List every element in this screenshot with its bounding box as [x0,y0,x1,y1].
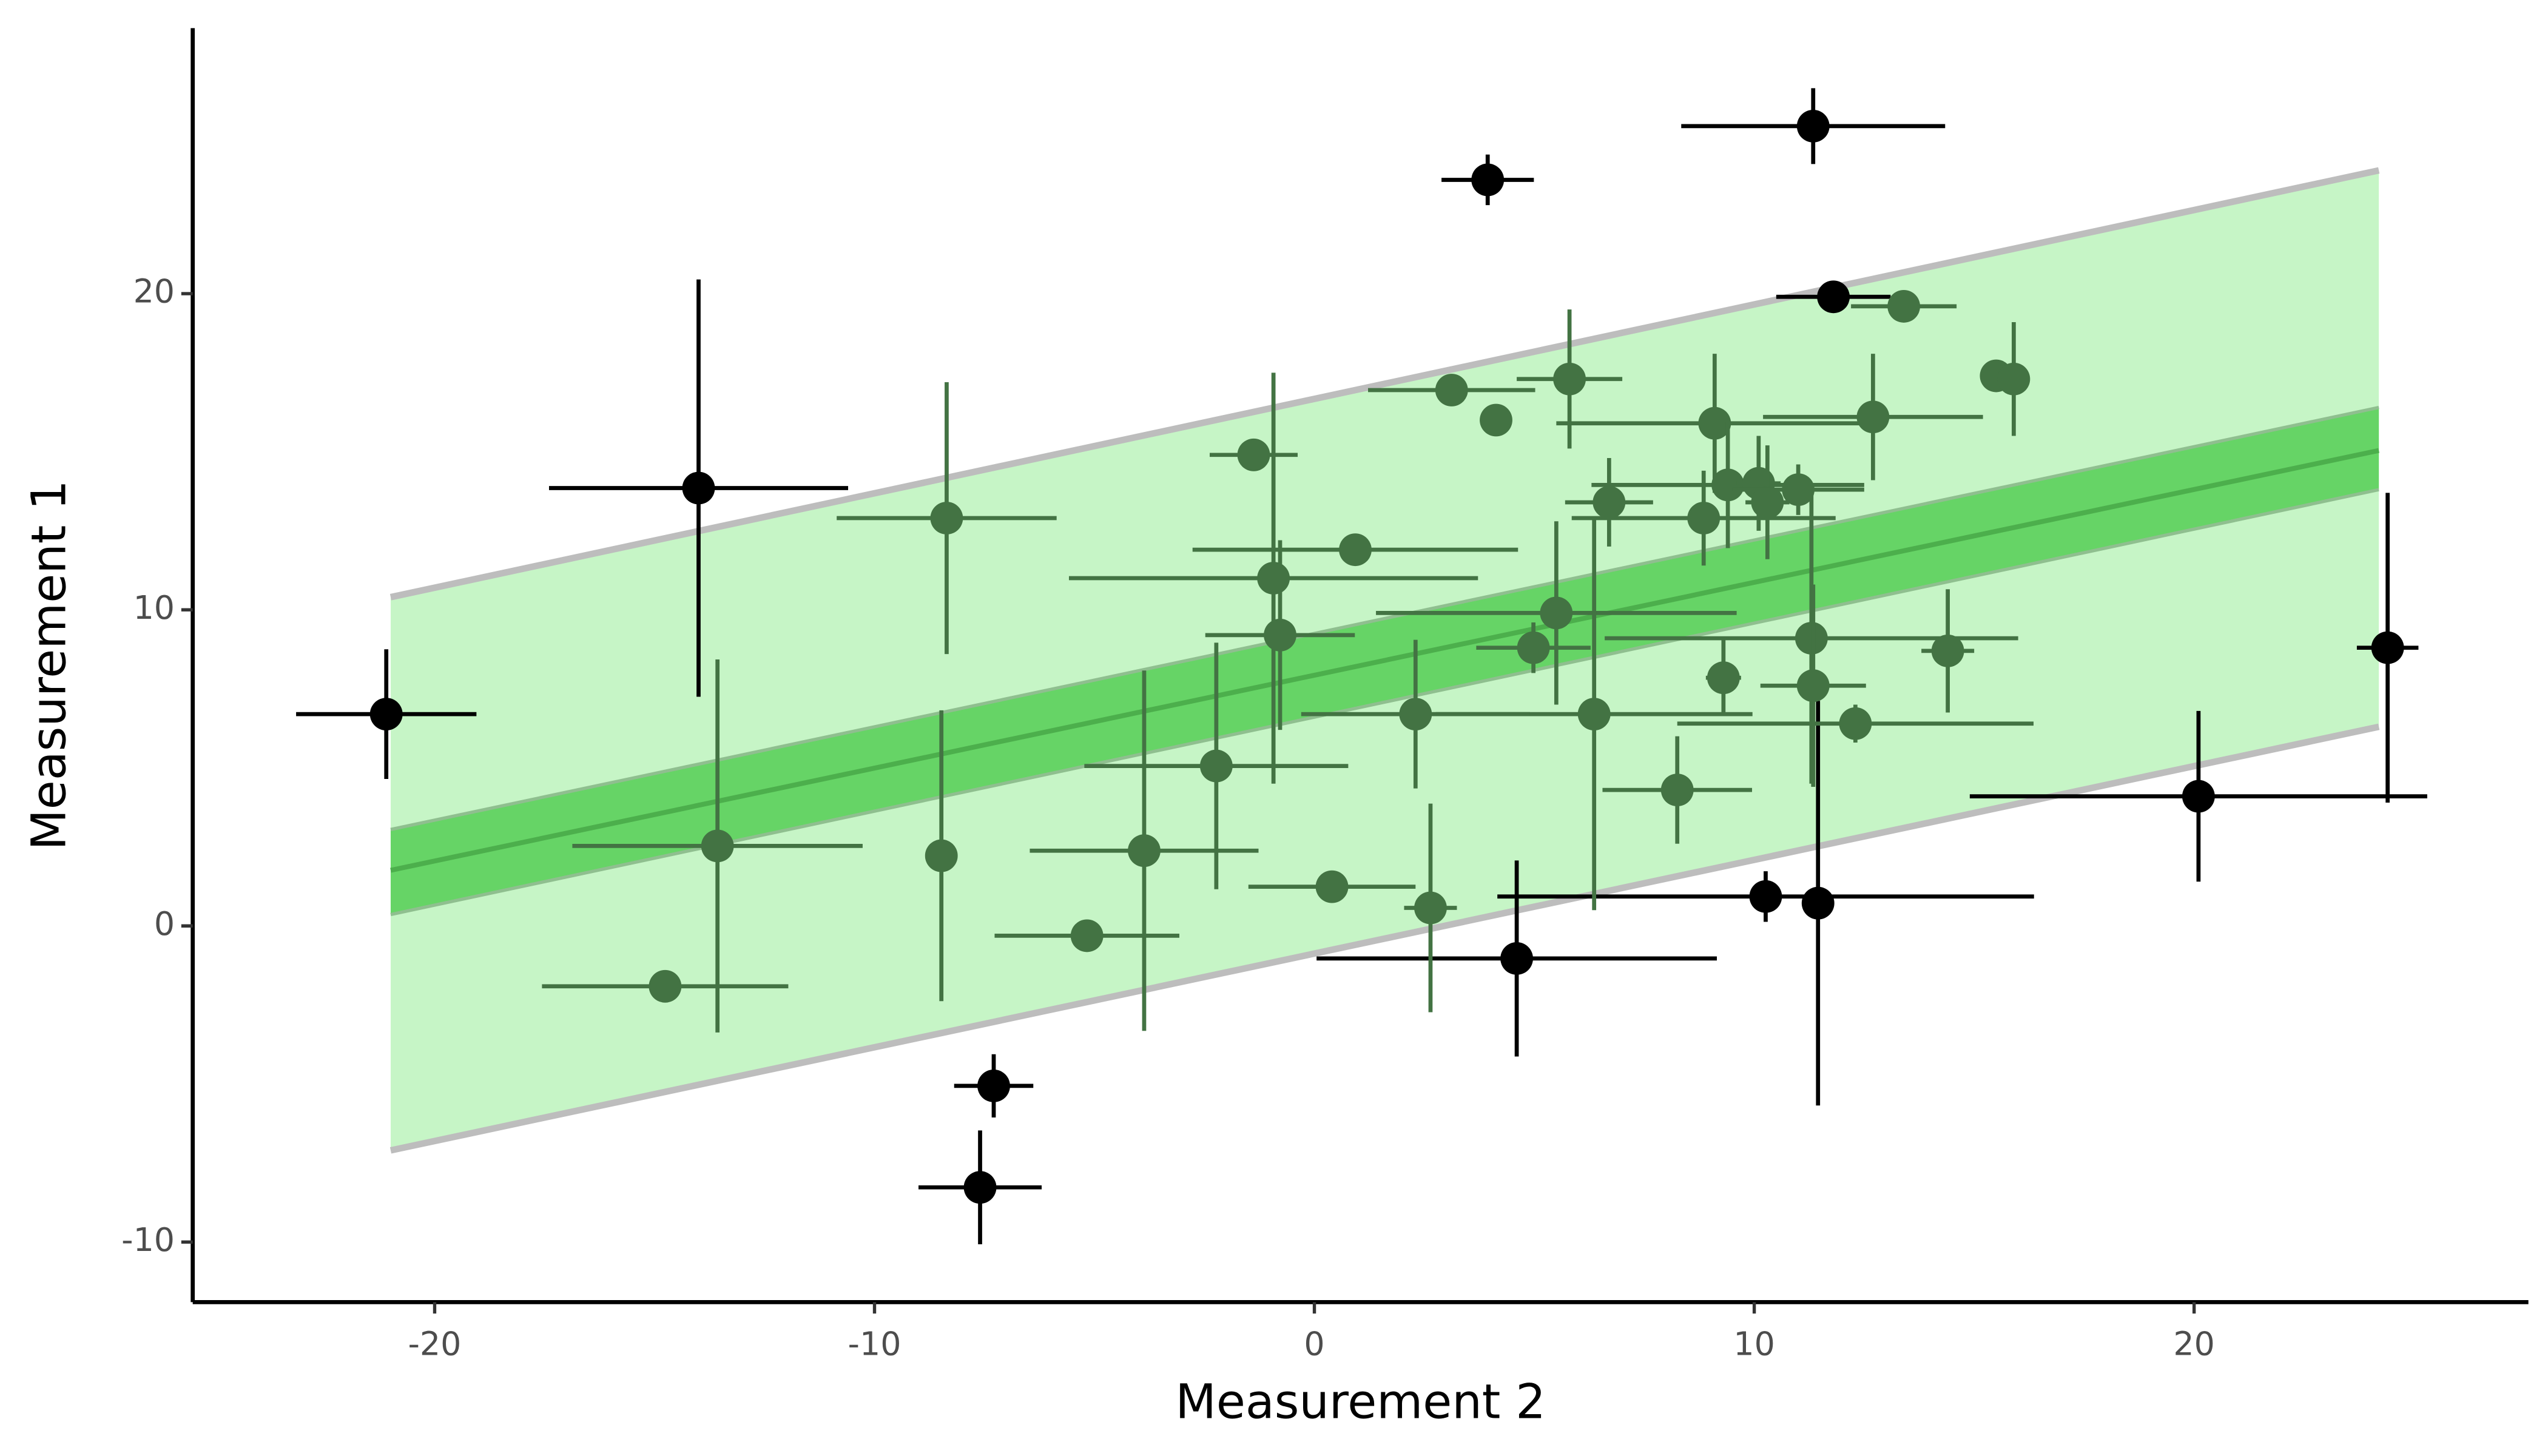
point [1856,400,1890,434]
x-axis-title: Measurement 2 [1175,1375,1545,1429]
point [1257,562,1290,595]
point [1199,749,1233,783]
point [1997,362,2031,396]
point [1749,880,1782,913]
point [1517,631,1550,664]
point [1782,473,1815,507]
point [649,969,682,1003]
point [1480,403,1512,437]
point [1435,374,1468,406]
point [1128,834,1161,868]
point [1339,533,1372,567]
point [1801,886,1835,920]
y-axis-title: Measurement 1 [22,480,77,850]
point [369,698,403,731]
point [1553,362,1586,396]
point [1796,669,1830,703]
point [701,829,734,863]
point [1817,280,1850,314]
point [1540,596,1573,630]
point [1577,698,1611,731]
point [1711,468,1745,502]
y-tick-label: 10 [133,588,175,627]
point [1315,870,1349,903]
fit-line [390,448,2380,873]
point [1687,502,1721,534]
point [1471,163,1505,197]
point [1592,486,1626,519]
point [2371,631,2404,664]
point [1414,891,1447,925]
point [1264,618,1296,652]
point [977,1069,1010,1102]
x-tick-label: -20 [408,1325,462,1363]
point [925,839,958,872]
point [930,502,963,534]
y-tick-label: 20 [133,272,175,311]
point [1707,661,1740,695]
prediction-upper [389,167,2380,601]
x-tick-label: 0 [1304,1325,1324,1363]
point [1796,109,1830,143]
point [1660,774,1694,807]
point [1070,919,1104,952]
point [1887,289,1921,323]
point [1500,942,1534,975]
x-tick-label: -10 [848,1325,902,1363]
point [1839,707,1872,740]
y-tick-label: 0 [154,905,175,943]
point [2182,780,2215,813]
point [963,1171,997,1204]
x-tick-label: 10 [1733,1325,1775,1363]
point [1399,698,1432,731]
x-tick-label: 20 [2173,1325,2215,1363]
point [1698,406,1731,440]
point [1931,634,1964,667]
point [1237,438,1270,471]
point [682,471,715,505]
confidence-upper [390,406,2379,831]
point [1751,486,1784,519]
y-tick-label: -10 [121,1221,175,1259]
